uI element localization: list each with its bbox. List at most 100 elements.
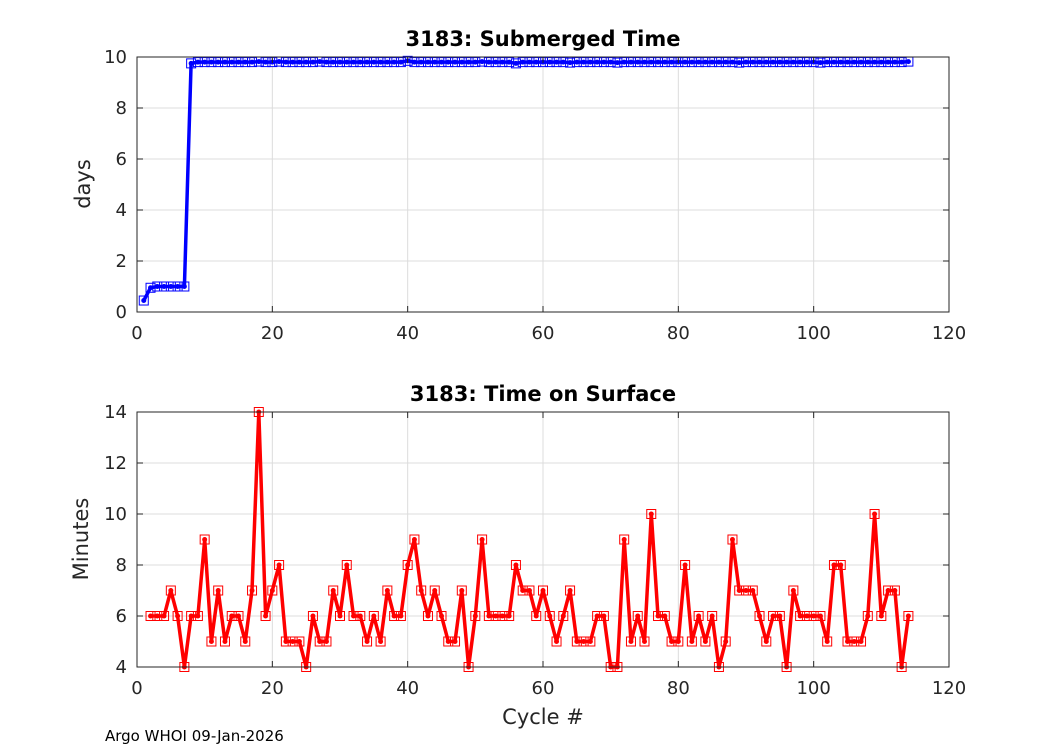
data-point-dot bbox=[520, 59, 526, 65]
data-point-dot bbox=[344, 562, 350, 568]
data-point-dot bbox=[540, 588, 546, 593]
data-point-dot bbox=[608, 59, 614, 65]
data-point-marker bbox=[869, 509, 880, 519]
chart-title: 3183: Submerged Time bbox=[405, 27, 680, 51]
data-point-marker bbox=[274, 560, 285, 570]
data-point-marker bbox=[402, 55, 413, 66]
data-point-dot bbox=[486, 613, 492, 619]
data-point-marker bbox=[544, 611, 555, 621]
data-point-dot bbox=[229, 59, 235, 65]
data-point-dot bbox=[709, 613, 715, 619]
data-point-dot bbox=[391, 613, 397, 619]
data-point-marker bbox=[504, 57, 515, 68]
data-point-dot bbox=[878, 613, 884, 619]
data-point-marker bbox=[585, 636, 596, 647]
data-point-marker bbox=[240, 636, 251, 647]
data-point-dot bbox=[838, 562, 844, 568]
data-point-marker bbox=[835, 560, 846, 570]
data-point-dot bbox=[763, 59, 769, 65]
data-point-marker bbox=[531, 611, 542, 621]
y-tick-label: 8 bbox=[116, 98, 127, 119]
data-point-dot bbox=[858, 639, 864, 644]
data-point-dot bbox=[317, 639, 323, 644]
data-point-dot bbox=[845, 59, 850, 65]
data-point-marker bbox=[788, 585, 799, 596]
data-point-dot bbox=[256, 59, 262, 65]
data-point-marker bbox=[761, 636, 772, 647]
data-point-marker bbox=[335, 611, 345, 621]
y-tick-label: 14 bbox=[104, 402, 127, 423]
data-point-dot bbox=[682, 59, 688, 65]
data-point-dot bbox=[276, 59, 282, 65]
data-point-marker bbox=[219, 636, 230, 647]
data-point-dot bbox=[378, 59, 384, 65]
data-point-dot bbox=[161, 284, 167, 289]
data-point-dot bbox=[804, 59, 810, 65]
data-point-dot bbox=[445, 639, 451, 644]
data-point-dot bbox=[364, 59, 370, 65]
data-point-dot bbox=[384, 59, 390, 65]
data-point-marker bbox=[247, 585, 258, 596]
data-point-dot bbox=[831, 59, 837, 65]
data-point-dot bbox=[148, 285, 154, 291]
data-point-marker bbox=[409, 534, 420, 545]
data-point-marker bbox=[754, 611, 765, 621]
data-point-dot bbox=[337, 59, 343, 65]
x-tick-label: 80 bbox=[667, 323, 690, 344]
data-point-marker bbox=[720, 636, 731, 647]
data-point-marker bbox=[774, 611, 785, 621]
data-point-dot bbox=[391, 59, 397, 65]
data-point-dot bbox=[736, 60, 742, 66]
data-point-dot bbox=[723, 59, 729, 65]
data-point-marker bbox=[307, 611, 318, 621]
data-point-marker bbox=[192, 611, 203, 621]
data-point-marker bbox=[199, 534, 210, 545]
x-tick-label: 0 bbox=[131, 678, 142, 699]
data-point-marker bbox=[260, 611, 271, 621]
data-point-dot bbox=[892, 59, 898, 65]
data-point-dot bbox=[195, 613, 201, 619]
data-point-dot bbox=[669, 59, 675, 65]
data-point-marker bbox=[504, 611, 515, 621]
data-point-dot bbox=[283, 639, 289, 644]
data-point-dot bbox=[662, 59, 668, 65]
data-point-dot bbox=[621, 59, 627, 65]
data-point-marker bbox=[368, 611, 379, 621]
data-point-dot bbox=[614, 60, 620, 66]
data-point-dot bbox=[757, 59, 763, 65]
data-point-dot bbox=[425, 59, 431, 65]
data-point-dot bbox=[344, 59, 350, 65]
x-tick-label: 60 bbox=[532, 678, 555, 699]
data-point-marker bbox=[646, 509, 657, 519]
data-point-dot bbox=[872, 511, 878, 517]
data-point-marker bbox=[510, 560, 521, 570]
data-point-dot bbox=[418, 588, 424, 593]
data-point-dot bbox=[276, 562, 282, 568]
data-point-dot bbox=[154, 284, 160, 289]
x-tick-label: 40 bbox=[396, 678, 419, 699]
data-point-dot bbox=[452, 639, 458, 644]
data-point-dot bbox=[601, 59, 607, 65]
data-point-dot bbox=[750, 588, 756, 593]
y-tick-label: 8 bbox=[116, 555, 127, 576]
data-point-dot bbox=[317, 59, 323, 65]
data-point-dot bbox=[263, 59, 269, 65]
data-point-marker bbox=[639, 636, 650, 647]
data-point-marker bbox=[903, 611, 914, 621]
x-tick-label: 120 bbox=[932, 678, 966, 699]
data-point-dot bbox=[655, 59, 661, 65]
data-point-marker bbox=[436, 611, 447, 621]
footer-credit: Argo WHOI 09-Jan-2026 bbox=[105, 727, 284, 745]
data-point-marker bbox=[862, 611, 873, 621]
data-point-dot bbox=[655, 613, 661, 619]
submerged-time-panel: 0 20 40 60 80 100 120 0 2 4 6 8 10 3183: Submerged T… bbox=[71, 27, 966, 344]
data-point-dot bbox=[574, 59, 580, 65]
data-point-dot bbox=[195, 59, 201, 65]
y-tick-label: 6 bbox=[116, 149, 127, 170]
data-point-dot bbox=[824, 639, 830, 644]
data-point-marker bbox=[395, 611, 406, 621]
y-axis-label: Minutes bbox=[69, 498, 93, 581]
data-point-marker bbox=[328, 585, 339, 596]
data-point-dot bbox=[777, 59, 783, 65]
data-point-dot bbox=[249, 588, 255, 593]
